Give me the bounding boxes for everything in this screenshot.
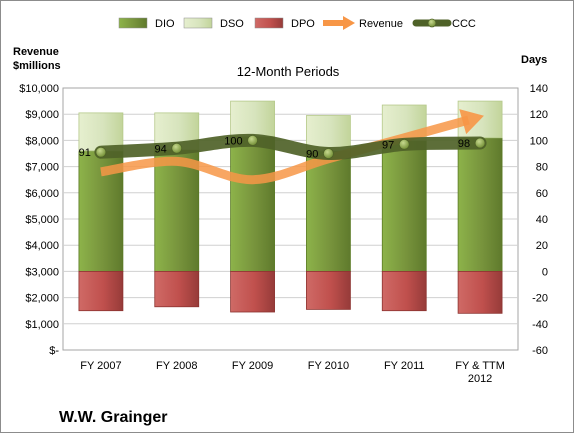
- right-tick-label: 140: [530, 83, 548, 95]
- chart-subtitle: 12-Month Periods: [237, 64, 340, 79]
- right-tick-label: 40: [536, 214, 548, 226]
- category-label: 2012: [468, 373, 492, 385]
- ccc-point: [398, 138, 410, 150]
- bar-dso: [78, 112, 124, 152]
- bar-dio: [457, 137, 503, 272]
- left-tick-label: $6,000: [25, 188, 59, 200]
- right-tick-label: -60: [532, 345, 548, 357]
- left-tick-label: $1,000: [25, 319, 59, 331]
- ccc-data-label: 90: [306, 149, 318, 161]
- ccc-line: [94, 133, 487, 161]
- bar-dpo: [457, 270, 503, 314]
- ccc-point: [95, 146, 107, 158]
- right-tick-label: 60: [536, 188, 548, 200]
- legend-label-dpo: DPO: [291, 18, 315, 30]
- category-label: FY & TTM: [455, 360, 505, 372]
- left-tick-label: $-: [49, 345, 59, 357]
- bar-dpo: [381, 270, 427, 312]
- right-axis-ticks: -60 -40 -20 0 20 40 60 80 100 120 140: [530, 83, 548, 357]
- left-tick-label: $9,000: [25, 109, 59, 121]
- right-tick-label: -20: [532, 293, 548, 305]
- bar-dpo: [306, 270, 351, 310]
- legend-swatch-dpo: [254, 17, 284, 29]
- left-tick-label: $3,000: [25, 266, 59, 278]
- ccc-point: [247, 134, 258, 146]
- bar-dso: [306, 115, 351, 152]
- ccc-data-label: 97: [382, 139, 394, 151]
- category-label: FY 2007: [80, 360, 121, 372]
- bar-dpo: [230, 270, 275, 313]
- ccc-data-label: 100: [224, 135, 242, 147]
- right-tick-label: 120: [530, 109, 548, 121]
- company-name: W.W. Grainger: [59, 409, 167, 426]
- legend-swatch-ccc-dot: [427, 18, 437, 28]
- legend-swatch-dso: [183, 17, 213, 29]
- left-axis-title-line-1: Revenue: [13, 46, 59, 58]
- revenue-arrowhead: [459, 109, 484, 135]
- right-tick-label: -40: [532, 319, 548, 331]
- category-label: FY 2011: [384, 360, 425, 372]
- revenue-line: [100, 115, 470, 185]
- category-label: FY 2008: [156, 360, 197, 372]
- ccc-point: [171, 142, 183, 154]
- bar-dio: [306, 150, 351, 272]
- ccc-point: [474, 137, 486, 149]
- legend-label-dio: DIO: [155, 18, 175, 30]
- bar-dso: [230, 100, 275, 137]
- right-tick-label: 0: [542, 266, 548, 278]
- legend: DIO DSO DPO Revenue CCC: [118, 16, 476, 30]
- ccc-data-label: 94: [155, 143, 167, 155]
- left-tick-label: $7,000: [25, 162, 59, 174]
- ccc-series: 91 94 100 90 97 98: [79, 133, 487, 161]
- left-axis-title-line-2: $millions: [13, 60, 61, 72]
- legend-label-dso: DSO: [220, 18, 244, 30]
- right-axis-title: Days: [521, 54, 547, 66]
- right-tick-label: 20: [536, 240, 548, 252]
- left-tick-label: $2,000: [25, 293, 59, 305]
- left-axis-ticks: $- $1,000 $2,000 $3,000 $4,000 $5,000 $6,000 $7…: [19, 83, 59, 357]
- right-tick-label: 80: [536, 162, 548, 174]
- legend-label-revenue: Revenue: [359, 18, 403, 30]
- right-tick-label: 100: [530, 135, 548, 147]
- left-tick-label: $10,000: [19, 83, 59, 95]
- bar-dio: [230, 136, 275, 272]
- legend-swatch-revenue-head: [343, 16, 355, 30]
- ccc-data-label: 98: [458, 138, 470, 150]
- bar-dio: [154, 149, 200, 272]
- legend-label-ccc: CCC: [452, 18, 476, 30]
- ccc-point: [323, 148, 334, 159]
- revenue-series: [100, 109, 484, 185]
- bar-dpo: [78, 270, 124, 312]
- bar-dpo: [154, 270, 200, 308]
- category-axis: FY 2007 FY 2008 FY 2009 FY 2010 FY 2011 FY & …: [80, 360, 505, 385]
- legend-swatch-dio: [118, 17, 148, 29]
- left-tick-label: $4,000: [25, 240, 59, 252]
- left-tick-label: $5,000: [25, 214, 59, 226]
- ccc-data-label: 91: [79, 147, 91, 159]
- left-tick-label: $8,000: [25, 135, 59, 147]
- category-label: FY 2009: [232, 360, 273, 372]
- bar-dio: [381, 139, 427, 272]
- category-label: FY 2010: [308, 360, 349, 372]
